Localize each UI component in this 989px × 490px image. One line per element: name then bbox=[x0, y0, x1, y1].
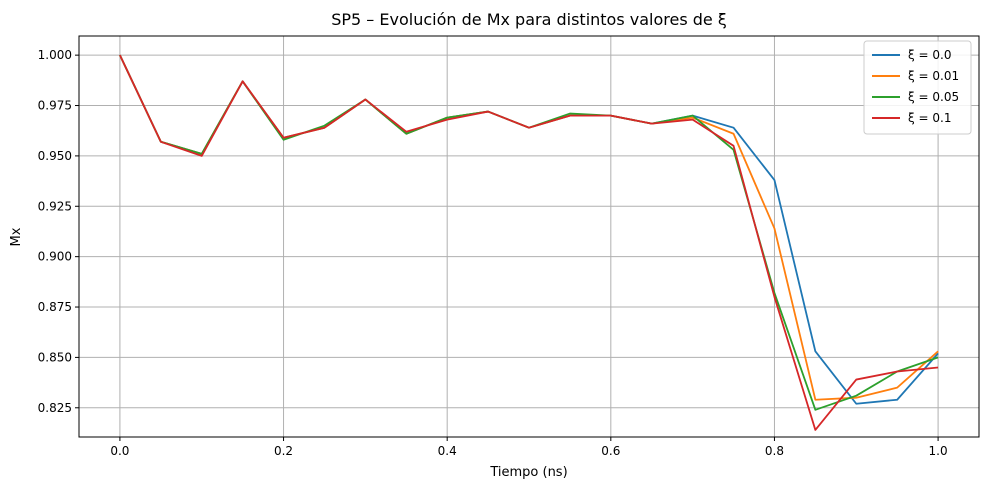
y-tick-label: 0.850 bbox=[38, 350, 72, 364]
y-tick-label: 0.975 bbox=[38, 99, 72, 113]
legend-label: ξ = 0.01 bbox=[908, 69, 959, 83]
x-tick-label: 0.8 bbox=[765, 444, 784, 458]
series-line-4 bbox=[119, 54, 939, 431]
y-tick-label: 0.825 bbox=[38, 401, 72, 415]
y-tick-label: 0.900 bbox=[38, 250, 72, 264]
legend-label: ξ = 0.1 bbox=[908, 111, 951, 125]
y-tick-label: 1.000 bbox=[38, 48, 72, 62]
legend-label: ξ = 0.0 bbox=[908, 48, 951, 62]
y-tick-label: 0.950 bbox=[38, 149, 72, 163]
x-tick-label: 0.4 bbox=[438, 444, 457, 458]
y-tick-label: 0.875 bbox=[38, 300, 72, 314]
y-axis-label: Mx bbox=[9, 227, 24, 246]
x-axis-label: Tiempo (ns) bbox=[489, 465, 567, 480]
series-lines bbox=[119, 54, 939, 431]
legend-box bbox=[863, 40, 972, 135]
chart-title: SP5 – Evolución de Mx para distintos val… bbox=[331, 10, 727, 29]
x-axis-ticks: 0.0 0.2 0.4 0.6 0.8 1.0 bbox=[110, 437, 948, 458]
x-tick-label: 0.0 bbox=[110, 444, 129, 458]
x-tick-label: 1.0 bbox=[929, 444, 948, 458]
legend: ξ = 0.0 ξ = 0.01 ξ = 0.05 ξ = 0.1 bbox=[863, 40, 972, 135]
x-tick-label: 0.2 bbox=[274, 444, 293, 458]
legend-label: ξ = 0.05 bbox=[908, 90, 959, 104]
y-tick-label: 0.925 bbox=[38, 199, 72, 213]
y-axis-ticks: 0.825 0.850 0.875 0.900 0.925 0.950 0.975 1.000 bbox=[38, 48, 79, 415]
plot-frame bbox=[78, 35, 980, 438]
x-tick-label: 0.6 bbox=[601, 444, 620, 458]
